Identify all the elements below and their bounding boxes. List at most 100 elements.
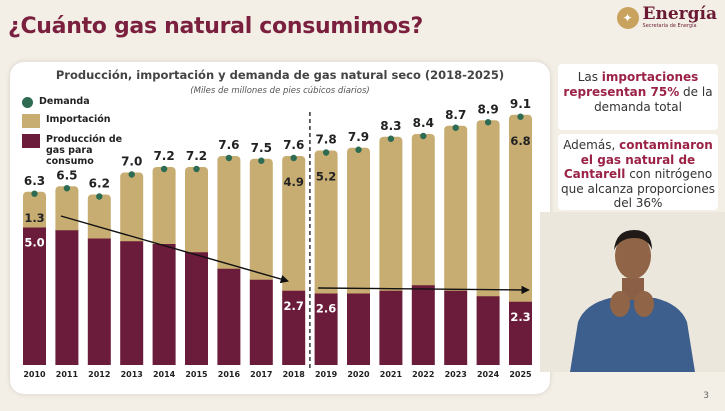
demand-label-2020: 7.9 bbox=[348, 130, 369, 144]
info1-highlight: importaciones representan 75% bbox=[563, 70, 699, 99]
import-label-2019: 5.2 bbox=[316, 170, 336, 184]
production-bar-2013 bbox=[120, 241, 144, 365]
demand-label-2013: 7.0 bbox=[121, 155, 142, 169]
x-tick-2020: 2020 bbox=[347, 370, 370, 379]
production-bar-2018 bbox=[282, 290, 306, 365]
interpreter-hand-right bbox=[634, 291, 654, 317]
import-bar-2024 bbox=[476, 120, 500, 301]
legend-swatch-demand bbox=[22, 97, 33, 108]
logo-name: Energía bbox=[642, 4, 717, 24]
demand-point-2018 bbox=[290, 154, 297, 162]
x-tick-2025: 2025 bbox=[509, 370, 532, 379]
import-bar-2023 bbox=[444, 125, 468, 295]
demand-point-2020 bbox=[355, 146, 362, 153]
demand-label-2012: 6.2 bbox=[89, 177, 110, 191]
demand-label-2016: 7.6 bbox=[218, 138, 239, 152]
demand-point-2013 bbox=[128, 171, 135, 178]
x-tick-2019: 2019 bbox=[315, 370, 338, 379]
import-bar-2019 bbox=[314, 150, 338, 298]
logo-subtitle: Secretaría de Energía bbox=[642, 23, 697, 29]
demand-point-2010 bbox=[31, 190, 38, 197]
legend-swatch-import bbox=[22, 114, 40, 128]
import-bar-2016 bbox=[217, 156, 241, 273]
demand-point-2021 bbox=[387, 135, 395, 142]
x-tick-2014: 2014 bbox=[153, 370, 176, 379]
import-bar-2022 bbox=[411, 134, 435, 290]
legend-item-production: Producción de gas para consumo bbox=[22, 134, 141, 167]
demand-label-2011: 6.5 bbox=[56, 168, 77, 182]
import-bar-2015 bbox=[185, 167, 208, 257]
import-bar-2017 bbox=[249, 158, 273, 284]
demand-point-2023 bbox=[452, 124, 459, 131]
legend-label-production: Producción de gas para consumo bbox=[46, 134, 123, 167]
interpreter-shirt bbox=[570, 298, 695, 372]
chart-card: 6.3 2010 5.0 1.3 6.5 2011 6.2 2012 7.0 2013 7.2 201… bbox=[10, 62, 550, 394]
production-label-2025: 2.3 bbox=[510, 310, 530, 324]
demand-label-2010: 6.3 bbox=[24, 174, 45, 188]
production-bar-2024 bbox=[476, 296, 500, 365]
info2-post: con nitrógeno que alcanza proporciones d… bbox=[561, 167, 715, 210]
production-bar-2016 bbox=[217, 268, 241, 365]
import-bar-2025 bbox=[509, 114, 532, 306]
x-tick-2022: 2022 bbox=[412, 370, 434, 379]
bar-chart: 6.3 2010 5.0 1.3 6.5 2011 6.2 2012 7.0 2013 7.2 201… bbox=[23, 97, 532, 379]
info2-highlight: contaminaron el gas natural de Cantarell bbox=[563, 138, 713, 181]
chart-legend: Demanda Importación Producción de gas pa… bbox=[22, 96, 141, 173]
production-bar-2012 bbox=[87, 238, 111, 365]
import-label-2025: 6.8 bbox=[510, 134, 530, 148]
production-bar-2023 bbox=[444, 290, 468, 365]
demand-point-2011 bbox=[63, 185, 71, 192]
info1-post: de la demanda total bbox=[594, 85, 713, 114]
sign-language-interpreter-video bbox=[540, 212, 725, 372]
production-bar-2025 bbox=[509, 301, 532, 365]
import-label-2010: 1.3 bbox=[24, 211, 44, 225]
demand-label-2015: 7.2 bbox=[186, 149, 207, 163]
demand-point-2012 bbox=[96, 193, 103, 200]
demand-point-2017 bbox=[258, 157, 265, 164]
production-bar-2021 bbox=[379, 290, 403, 365]
x-tick-2021: 2021 bbox=[380, 370, 403, 379]
info1-pre: Las bbox=[577, 70, 602, 84]
production-label-2019: 2.6 bbox=[316, 302, 336, 316]
import-bar-2021 bbox=[379, 136, 403, 295]
production-bar-2020 bbox=[347, 293, 370, 365]
import-bar-2011 bbox=[55, 186, 79, 235]
legend-item-demand: Demanda bbox=[22, 96, 141, 108]
x-tick-2011: 2011 bbox=[56, 370, 79, 379]
slide-title: ¿Cuánto gas natural consumimos? bbox=[8, 14, 423, 39]
cantarell-info-box: Además, contaminaron el gas natural de C… bbox=[558, 134, 718, 210]
import-bar-2010 bbox=[23, 191, 46, 232]
production-bar-2011 bbox=[55, 230, 79, 365]
production-label-2018: 2.7 bbox=[284, 299, 304, 313]
demand-point-2015 bbox=[193, 165, 200, 173]
import-label-2018: 4.9 bbox=[284, 175, 304, 189]
import-bar-2014 bbox=[152, 167, 176, 248]
demand-point-2016 bbox=[225, 154, 233, 162]
eagle-emblem-icon: ✦ bbox=[616, 6, 639, 29]
production-label-2010: 5.0 bbox=[24, 236, 44, 250]
x-tick-2012: 2012 bbox=[88, 370, 110, 379]
demand-label-2017: 7.5 bbox=[251, 141, 272, 155]
x-tick-2017: 2017 bbox=[250, 370, 272, 379]
demand-label-2019: 7.8 bbox=[315, 133, 336, 147]
production-bar-2010 bbox=[23, 227, 46, 365]
production-bar-2022 bbox=[411, 285, 435, 365]
import-bar-2020 bbox=[347, 147, 370, 298]
imports-info-box: Las importaciones representan 75% de la … bbox=[558, 64, 718, 130]
legend-label-import: Importación bbox=[46, 114, 111, 125]
production-bar-2015 bbox=[185, 252, 208, 365]
x-tick-2015: 2015 bbox=[185, 370, 208, 379]
production-bar-2014 bbox=[152, 244, 176, 365]
demand-label-2021: 8.3 bbox=[380, 119, 401, 133]
demand-label-2025: 9.1 bbox=[510, 97, 531, 111]
x-tick-2013: 2013 bbox=[121, 370, 143, 379]
x-tick-2023: 2023 bbox=[445, 370, 467, 379]
trend-arrow-2019-2025 bbox=[318, 285, 530, 295]
x-tick-2018: 2018 bbox=[283, 370, 306, 379]
trend-arrow-2011-2018 bbox=[60, 215, 290, 284]
demand-label-2022: 8.4 bbox=[413, 116, 434, 130]
import-bar-2018 bbox=[282, 156, 306, 295]
chart-subtitle: (Miles de millones de pies cúbicos diari… bbox=[190, 86, 370, 96]
import-bar-2013 bbox=[120, 172, 144, 246]
interpreter-head bbox=[615, 233, 651, 279]
